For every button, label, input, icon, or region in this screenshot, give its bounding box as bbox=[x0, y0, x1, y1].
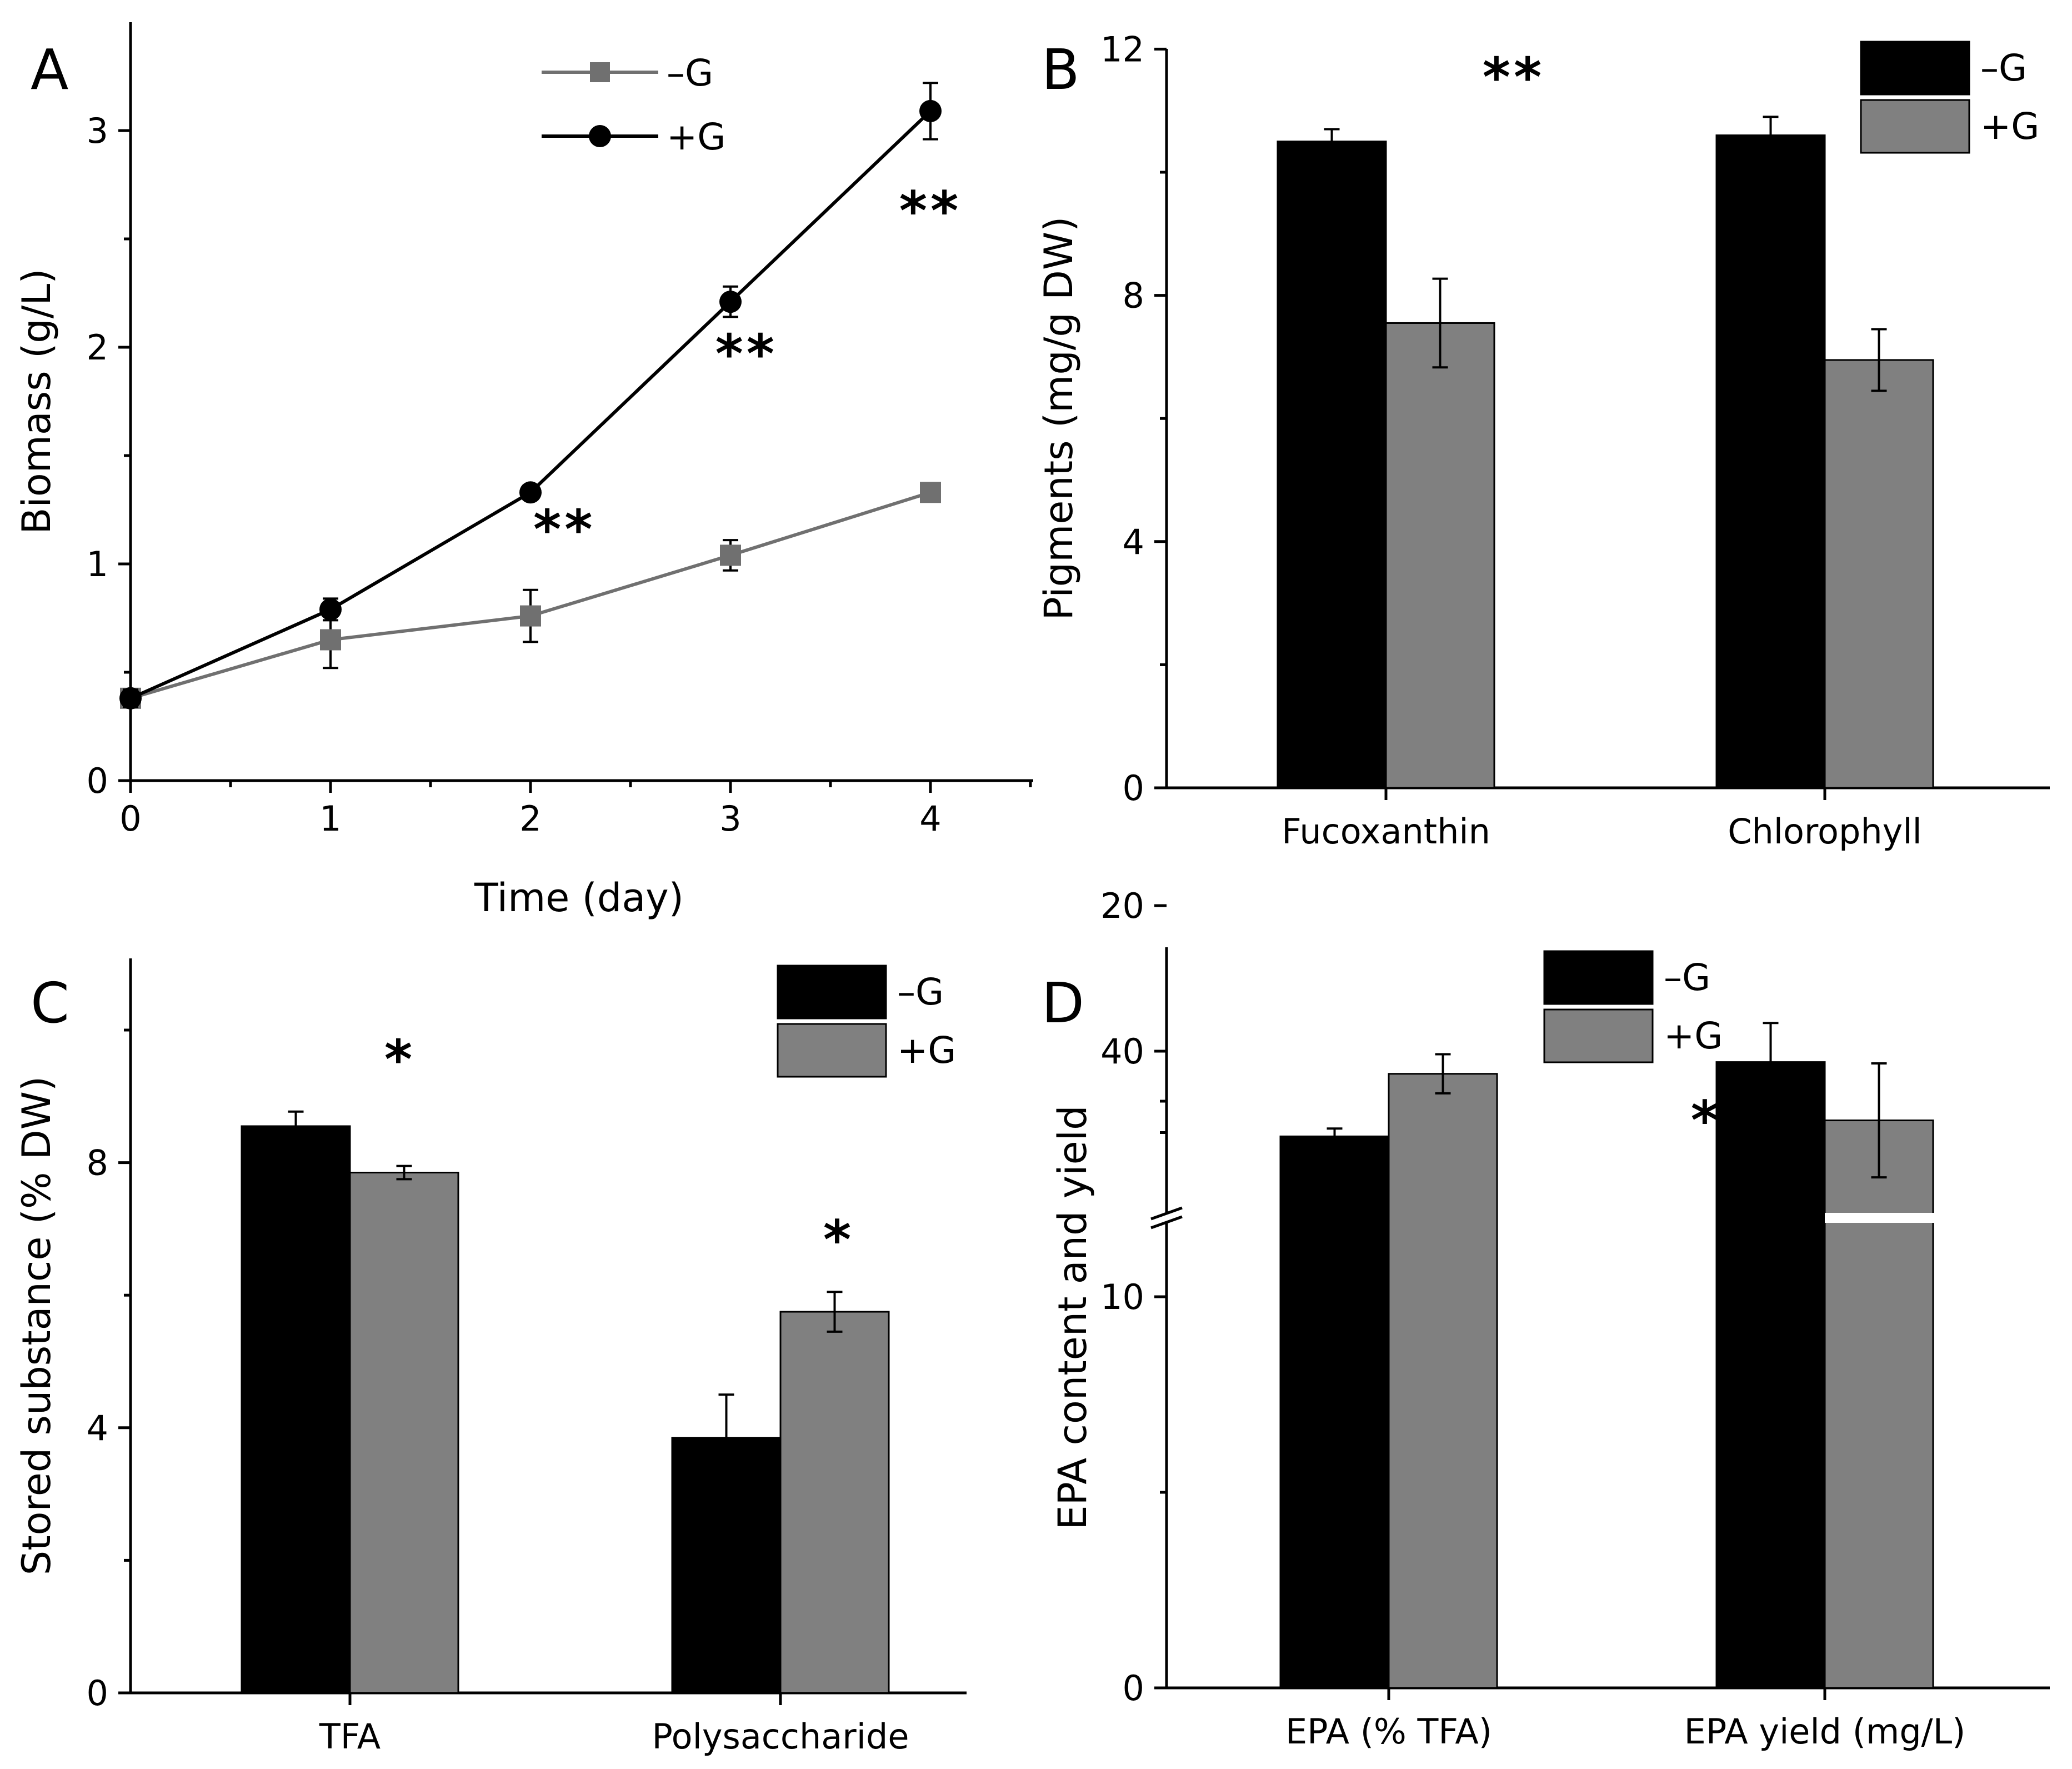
legend-label: –G bbox=[1664, 956, 1710, 999]
y-tick-label: 4 bbox=[1123, 522, 1144, 562]
legend-swatch bbox=[777, 965, 887, 1020]
bar-plus-g bbox=[779, 1311, 890, 1694]
legend-label: +G bbox=[897, 1029, 956, 1072]
y-tick-label: 20 bbox=[1100, 886, 1144, 926]
data-point bbox=[920, 482, 941, 503]
bar-plus-g bbox=[349, 1171, 459, 1694]
bar-minus-g bbox=[1715, 1061, 1826, 1689]
x-tick-label: 2 bbox=[519, 798, 541, 839]
panel-letter: B bbox=[1042, 37, 1080, 102]
x-tick-label: TFA bbox=[319, 1716, 381, 1757]
significance-marker: ** bbox=[533, 499, 595, 561]
x-tick-label: 3 bbox=[719, 798, 741, 839]
panel-b-pigments-chart: B 0 4 8 12 Pigments (mg/g DW) Fucoxanthin ** Chl… bbox=[1036, 29, 2050, 852]
axis-break-gap bbox=[1825, 1213, 1934, 1223]
significance-marker: * bbox=[384, 1029, 416, 1091]
x-tick-label: Chlorophyll bbox=[1728, 811, 1922, 852]
legend-swatch bbox=[777, 1023, 887, 1078]
axis-break-mark bbox=[1150, 1215, 1183, 1230]
x-tick-label: 0 bbox=[119, 798, 141, 839]
legend-swatch bbox=[1860, 41, 1970, 96]
panel-letter: D bbox=[1042, 971, 1084, 1036]
legend: –G +G bbox=[1860, 41, 2039, 154]
x-tick-label: EPA (% TFA) bbox=[1285, 1711, 1492, 1752]
data-point bbox=[520, 605, 541, 627]
y-tick-label: 3 bbox=[87, 111, 108, 151]
significance-marker: * bbox=[1357, 1251, 1388, 1313]
bar-minus-g bbox=[1279, 1135, 1390, 1689]
y-tick-label: 12 bbox=[1100, 29, 1144, 69]
bar-minus-g bbox=[1715, 134, 1826, 789]
panel-letter: A bbox=[31, 37, 68, 102]
legend-label: –G bbox=[1980, 47, 2027, 89]
data-point bbox=[319, 598, 342, 621]
significance-marker: ** bbox=[1691, 1090, 1753, 1152]
x-tick-label: Fucoxanthin bbox=[1282, 811, 1490, 852]
legend-label: +G bbox=[1980, 105, 2039, 148]
data-point bbox=[519, 481, 542, 504]
legend-marker bbox=[590, 62, 610, 82]
data-point bbox=[320, 629, 341, 651]
data-point bbox=[719, 291, 742, 313]
data-point bbox=[720, 544, 741, 566]
legend-swatch bbox=[1543, 1008, 1654, 1063]
y-tick-label: 0 bbox=[1123, 768, 1144, 808]
y-tick-label: 1 bbox=[87, 544, 108, 584]
series-plus-g bbox=[119, 82, 942, 709]
y-tick-label: 8 bbox=[1123, 276, 1144, 316]
x-tick-label: 4 bbox=[919, 798, 941, 839]
data-point bbox=[919, 99, 942, 122]
legend: –G +G bbox=[777, 965, 956, 1078]
y-axis-title: Stored substance (% DW) bbox=[14, 1076, 59, 1575]
significance-marker: * bbox=[823, 1209, 854, 1271]
legend-label: +G bbox=[1664, 1015, 1723, 1057]
legend-swatch bbox=[1543, 950, 1654, 1005]
legend-label: +G bbox=[667, 116, 725, 158]
legend-swatch bbox=[1860, 99, 1970, 154]
bar-minus-g bbox=[1277, 141, 1387, 789]
y-tick-label: 4 bbox=[87, 1408, 108, 1448]
significance-marker: ** bbox=[899, 180, 962, 242]
axis-break-mark bbox=[1150, 1206, 1183, 1221]
legend: –G +G bbox=[542, 52, 725, 158]
bar-plus-g bbox=[1385, 322, 1495, 789]
significance-marker: ** bbox=[1483, 46, 1545, 108]
y-tick-label: 40 bbox=[1100, 1031, 1144, 1072]
legend-label: –G bbox=[897, 971, 944, 1013]
x-tick-label: 1 bbox=[319, 798, 341, 839]
bar-plus-g bbox=[1824, 359, 1934, 789]
y-tick-label: 0 bbox=[87, 761, 108, 801]
x-axis-title: Time (day) bbox=[474, 875, 684, 921]
y-tick-label: 10 bbox=[1100, 1277, 1144, 1317]
bar-minus-g bbox=[241, 1125, 351, 1694]
y-axis-title: Biomass (g/L) bbox=[14, 268, 59, 534]
panel-letter: C bbox=[31, 971, 69, 1036]
bar-plus-g bbox=[1824, 1120, 1934, 1689]
legend-marker bbox=[589, 125, 611, 147]
significance-marker: ** bbox=[715, 323, 778, 386]
panel-c-stored-substance-chart: C 0 4 8 Stored substance (% DW) TFA * Polysacch… bbox=[14, 958, 967, 1757]
data-point bbox=[119, 687, 142, 709]
y-axis-title: Pigments (mg/g DW) bbox=[1036, 217, 1082, 621]
y-tick-label: 0 bbox=[1123, 1668, 1144, 1708]
legend-label: –G bbox=[667, 52, 713, 94]
x-tick-label: EPA yield (mg/L) bbox=[1684, 1711, 1966, 1752]
y-axis-title: EPA content and yield bbox=[1050, 1105, 1095, 1530]
x-tick-label: Polysaccharide bbox=[652, 1716, 909, 1757]
panel-a-biomass-chart: A 0 1 2 3 0 1 2 3 4 Time (day) Biomass (g/L) ** ** ** –… bbox=[14, 22, 1033, 921]
bar-plus-g bbox=[1388, 1073, 1498, 1689]
y-tick-label: 0 bbox=[87, 1673, 108, 1713]
legend: –G +G bbox=[1543, 950, 1723, 1063]
series-minus-g bbox=[120, 482, 941, 709]
y-tick-label: 2 bbox=[87, 327, 108, 368]
y-tick-label: 8 bbox=[87, 1143, 108, 1183]
